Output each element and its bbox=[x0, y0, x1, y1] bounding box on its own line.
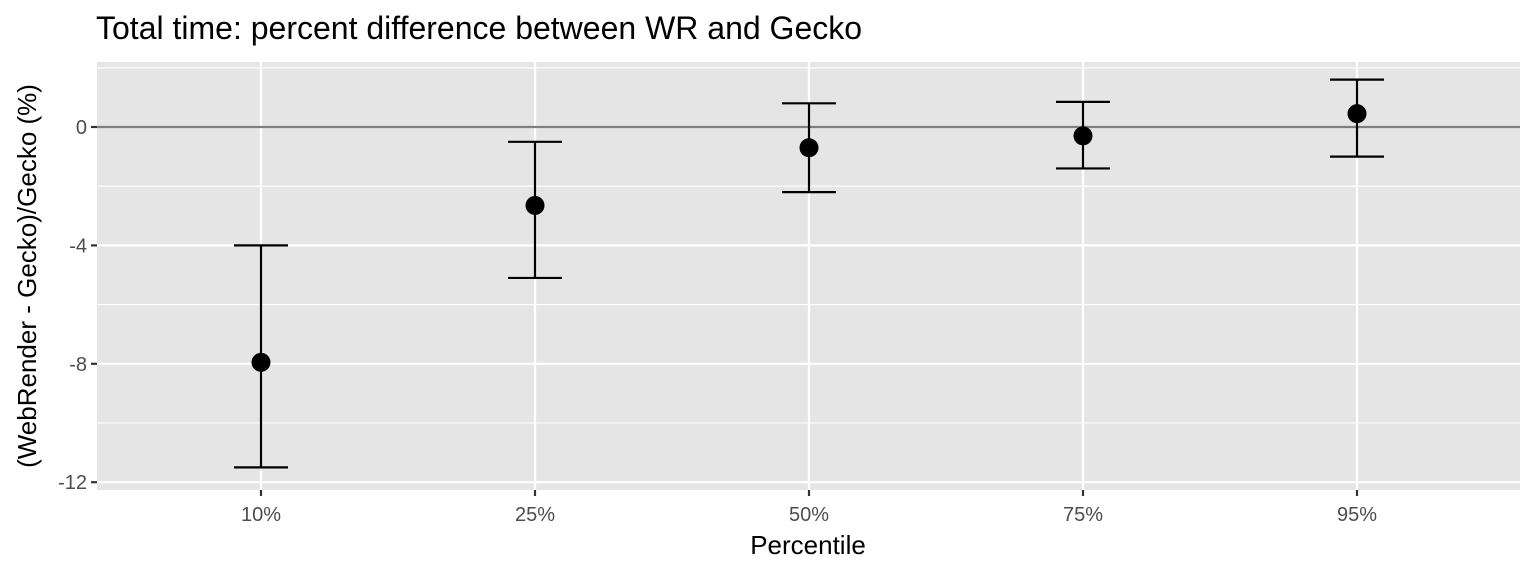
chart-title: Total time: percent difference between W… bbox=[96, 10, 862, 46]
x-tick-label: 10% bbox=[241, 504, 281, 526]
data-layer bbox=[234, 78, 1384, 469]
x-axis-title: Percentile bbox=[750, 530, 866, 560]
data-point bbox=[1073, 126, 1093, 146]
x-tick-label: 95% bbox=[1337, 504, 1377, 526]
x-tick-label: 75% bbox=[1063, 504, 1103, 526]
y-tick-label: -4 bbox=[69, 235, 87, 257]
y-tick-label: 0 bbox=[76, 117, 87, 139]
y-tick-label: -12 bbox=[58, 472, 87, 494]
data-point bbox=[525, 195, 545, 215]
axis-layer: 0 -4 -8 -12 10% 25% 50% 75% 95% bbox=[58, 117, 1377, 526]
y-axis-title: (WebRender - Gecko)/Gecko (%) bbox=[12, 84, 42, 468]
data-point bbox=[799, 138, 819, 158]
data-point bbox=[251, 352, 271, 372]
x-tick-label: 25% bbox=[515, 504, 555, 526]
data-point bbox=[1347, 104, 1367, 124]
y-tick-label: -8 bbox=[69, 354, 87, 376]
x-tick-label: 50% bbox=[789, 504, 829, 526]
